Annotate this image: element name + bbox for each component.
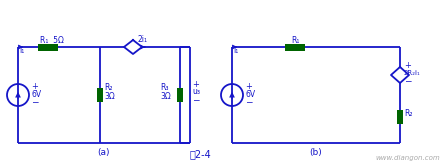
Text: i₁: i₁ [233,46,238,55]
Text: 6V: 6V [31,90,41,99]
Text: i₁: i₁ [19,46,24,55]
Bar [38,44,58,50]
Text: (a): (a) [98,148,110,157]
Bar [177,88,183,102]
Text: R₃: R₃ [160,83,169,92]
Text: +: + [192,80,199,89]
Text: 例2-4: 例2-4 [189,149,211,159]
Text: R₁  5Ω: R₁ 5Ω [40,36,64,45]
Text: R₁: R₁ [291,36,299,45]
Text: 6V: 6V [245,90,255,99]
Text: +: + [245,82,252,91]
Text: −: − [404,76,412,85]
Text: −: − [31,97,38,106]
Text: www.diangon.com: www.diangon.com [375,155,440,161]
Text: 2R₂i₁: 2R₂i₁ [404,70,421,76]
Text: 3Ω: 3Ω [104,92,115,101]
Text: 3Ω: 3Ω [160,92,171,101]
Text: R₂: R₂ [404,109,413,118]
Bar [285,44,305,50]
Bar [97,88,103,102]
Text: −: − [245,97,252,106]
Bar [397,110,403,124]
Text: (b): (b) [310,148,322,157]
Text: 2i₁: 2i₁ [137,35,147,44]
Text: R₂: R₂ [104,83,112,92]
Text: u₃: u₃ [192,87,200,96]
Text: +: + [404,61,411,70]
Text: +: + [31,82,38,91]
Text: −: − [192,95,199,104]
